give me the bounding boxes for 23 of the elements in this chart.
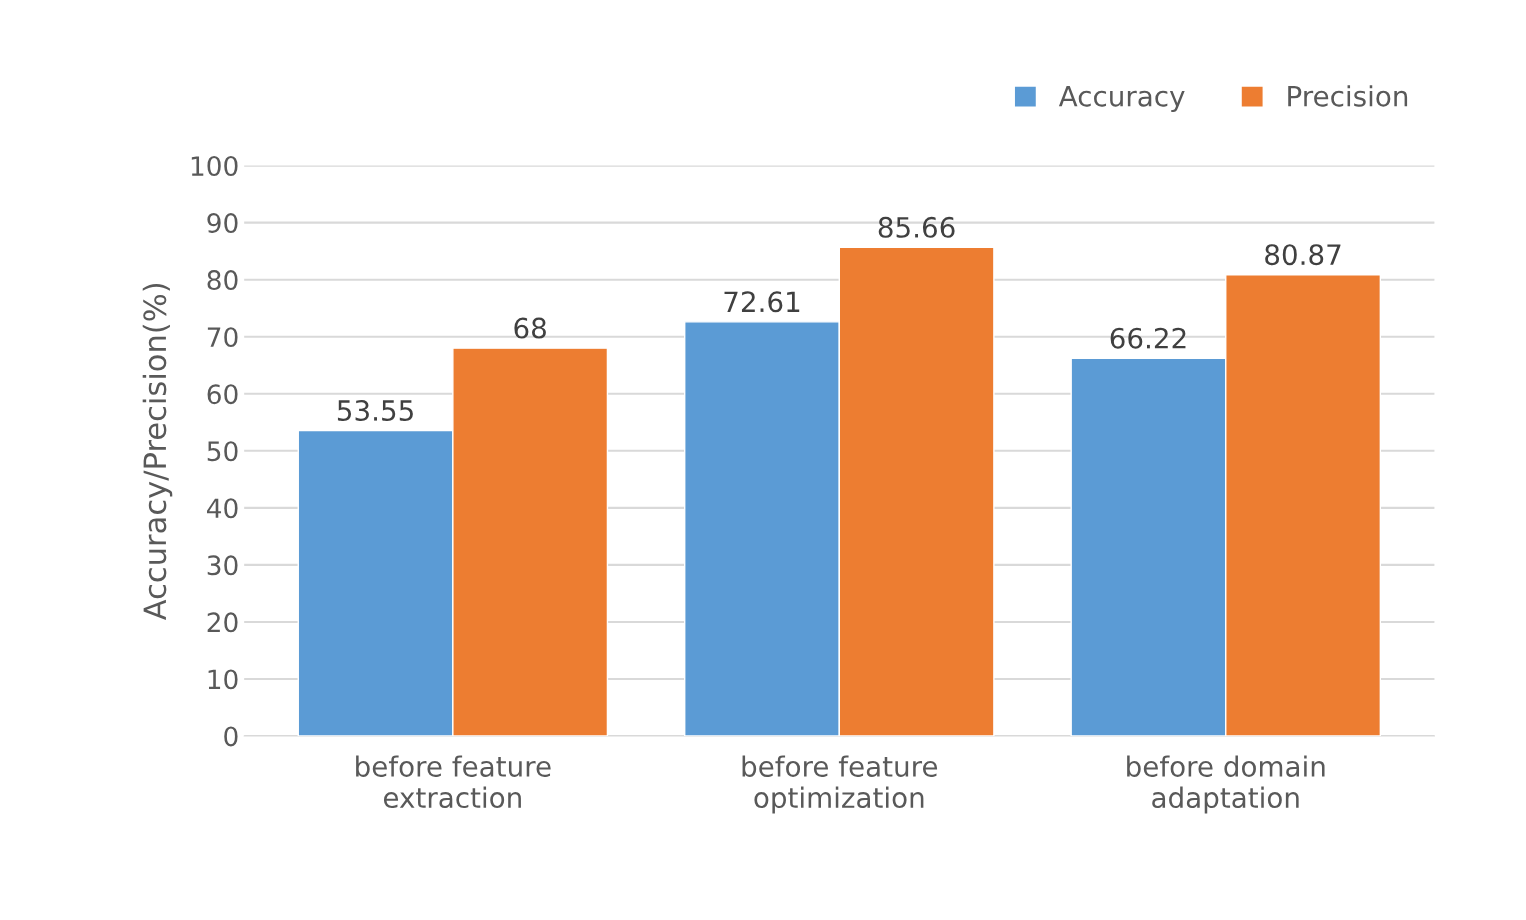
y-tick-label: 40 — [207, 498, 238, 519]
data-label: 80.87 — [1265, 244, 1341, 266]
y-tick-label: 80 — [207, 270, 238, 291]
legend-label: Accuracy — [1058, 86, 1185, 113]
data-label: 66.22 — [1110, 327, 1186, 349]
y-tick-label: 20 — [207, 612, 238, 633]
y-tick-label: 10 — [208, 669, 238, 690]
x-tick-label: before feature optimization — [742, 755, 938, 814]
y-tick-label: 0 — [224, 726, 238, 747]
data-label: 68 — [514, 317, 546, 339]
y-axis-title: Accuracy/Precision(%) — [142, 283, 173, 621]
x-tick-label: before feature extraction — [356, 755, 551, 809]
y-tick-label: 30 — [207, 555, 238, 576]
y-tick-label: 70 — [207, 327, 238, 348]
data-label: 53.55 — [337, 399, 413, 421]
y-tick-label: 100 — [191, 156, 238, 176]
y-tick-label: 60 — [207, 384, 238, 405]
y-tick-label: 50 — [207, 441, 238, 462]
y-tick-label: 90 — [207, 213, 238, 234]
legend-label: Precision — [1288, 85, 1408, 107]
x-tick-label: before domain adaptation — [1127, 755, 1325, 814]
data-label: 72.61 — [724, 291, 800, 313]
data-label: 85.66 — [878, 216, 955, 238]
